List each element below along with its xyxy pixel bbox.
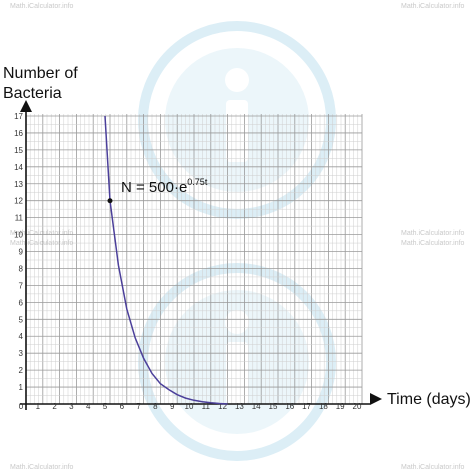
watermark-text: Math.iCalculator.info: [10, 240, 74, 247]
y-tick-label: 3: [19, 349, 24, 358]
highlighted-point: [107, 198, 113, 204]
grid: [25, 114, 363, 405]
y-tick-label: 11: [15, 214, 24, 223]
watermark-text: Math.iCalculator.info: [401, 230, 465, 237]
x-tick-label: 16: [285, 402, 294, 411]
y-axis-label: Number of Bacteria: [3, 64, 78, 104]
x-axis-label: Time (days): [387, 391, 471, 408]
series-line: [104, 115, 228, 405]
y-tick-label: 9: [19, 248, 24, 257]
x-tick-label: 12: [218, 402, 227, 411]
x-axis-arrow: [370, 393, 382, 405]
x-tick-label: 19: [336, 402, 345, 411]
y-tick-label: 16: [14, 129, 23, 138]
watermark-text: Math.iCalculator.info: [10, 230, 74, 237]
x-tick-label: 8: [153, 402, 158, 411]
watermark-logos: [138, 21, 336, 461]
watermark-logo-ring: [138, 263, 336, 461]
x-tick-label: 18: [319, 402, 328, 411]
watermark-text: Math.iCalculator.info: [10, 464, 74, 471]
tick-labels: 0 1 2 3 4 5 6 7 8 9 10 11 12 13 14 15 16 17 18 19 2012345678…: [14, 112, 362, 411]
x-tick-label: 5: [103, 402, 108, 411]
x-tick-label: 14: [252, 402, 261, 411]
axes: [20, 100, 382, 410]
equation-label: N = 500·e0.75t: [121, 177, 208, 196]
y-axis-arrow: [20, 100, 32, 112]
x-tick-label: 20: [353, 402, 362, 411]
y-tick-label: 5: [19, 315, 24, 324]
x-tick-label: 6: [120, 402, 125, 411]
y-tick-label: 13: [14, 180, 23, 189]
x-tick-label: 7: [136, 402, 141, 411]
x-tick-label: 15: [269, 402, 278, 411]
watermark-text: Math.iCalculator.info: [401, 240, 465, 247]
y-axis-label-line2: Bacteria: [3, 85, 62, 102]
watermark-text: Math.iCalculator.info: [401, 3, 465, 10]
y-tick-label: 7: [19, 281, 24, 290]
watermark-logo-dot: [225, 310, 249, 334]
y-tick-label: 6: [19, 298, 24, 307]
x-tick-label: 2: [52, 402, 57, 411]
y-tick-label: 10: [14, 231, 23, 240]
x-tick-label: 4: [86, 402, 91, 411]
watermark-text: Math.iCalculator.info: [10, 3, 74, 10]
watermark-logo-dot: [225, 68, 249, 92]
watermark-logo-stem: [226, 100, 248, 162]
x-tick-label: 0: [19, 402, 24, 411]
y-tick-label: 17: [14, 112, 23, 121]
x-tick-label: 13: [235, 402, 244, 411]
y-tick-label: 4: [19, 332, 24, 341]
y-tick-label: 8: [19, 264, 24, 273]
series: [104, 115, 228, 405]
y-tick-label: 14: [14, 163, 23, 172]
x-tick-label: 1: [36, 402, 41, 411]
x-tick-label: 17: [302, 402, 311, 411]
x-tick-label: 9: [170, 402, 175, 411]
watermark-logo-stem: [226, 342, 248, 404]
annotation: N = 500·e0.75t: [107, 177, 208, 204]
x-tick-label: 11: [202, 402, 211, 411]
watermark-text: Math.iCalculator.info: [401, 464, 465, 471]
x-tick-label: 10: [185, 402, 194, 411]
y-tick-label: 1: [19, 383, 24, 392]
y-tick-label: 2: [19, 366, 24, 375]
x-tick-label: 3: [69, 402, 74, 411]
y-tick-label: 15: [14, 146, 23, 155]
y-tick-label: 12: [14, 197, 23, 206]
y-axis-label-line1: Number of: [3, 65, 78, 82]
watermark-logo-ring: [138, 21, 336, 219]
